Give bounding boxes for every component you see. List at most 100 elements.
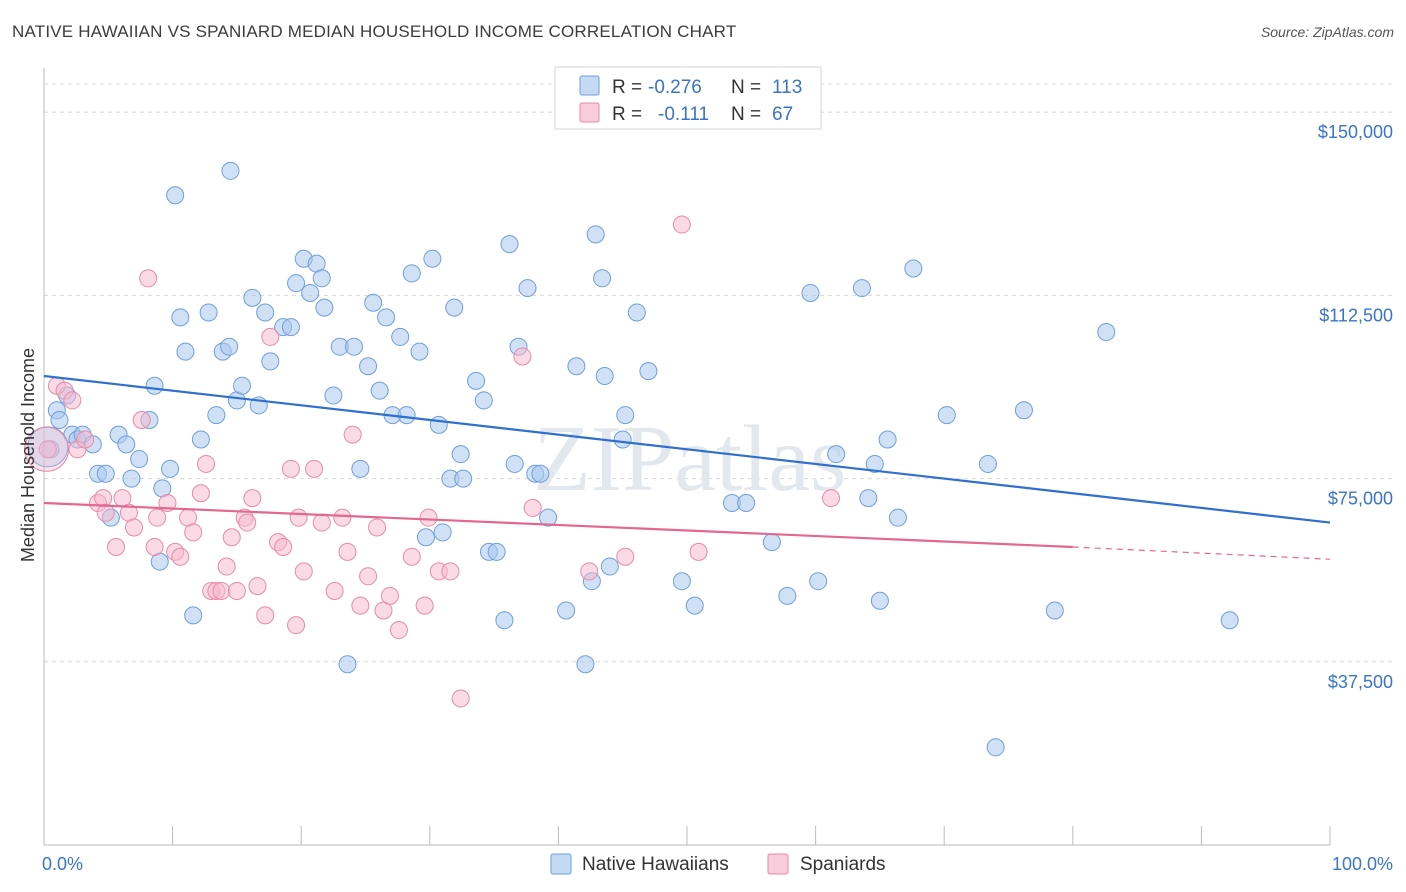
data-point-spaniard: [359, 567, 378, 586]
data-point-spaniard: [63, 391, 82, 410]
data-point-native-hawaiian: [500, 235, 519, 254]
legend-n-value-1: 113: [772, 77, 802, 98]
data-point-spaniard: [287, 616, 306, 635]
data-point-spaniard: [689, 542, 708, 561]
data-point-native-hawaiian: [287, 274, 306, 293]
data-point-native-hawaiian: [199, 303, 218, 322]
data-point-spaniard: [351, 596, 370, 615]
data-point-spaniard: [217, 557, 236, 576]
data-point-native-hawaiian: [261, 352, 280, 371]
data-point-spaniard: [333, 508, 352, 527]
data-point-spaniard: [38, 440, 57, 459]
data-point-native-hawaiian: [827, 445, 846, 464]
data-point-native-hawaiian: [467, 371, 486, 390]
data-point-spaniard: [148, 508, 167, 527]
data-point-native-hawaiian: [433, 523, 452, 542]
data-point-native-hawaiian: [1045, 601, 1064, 620]
data-point-native-hawaiian: [364, 293, 383, 312]
data-point-native-hawaiian: [474, 391, 493, 410]
trend-line-spaniards: [43, 501, 1073, 549]
data-point-spaniard: [132, 410, 151, 429]
data-point-spaniard: [822, 489, 841, 508]
gridlines: [44, 83, 1393, 663]
data-point-native-hawaiian: [370, 381, 389, 400]
bottom-legend-swatch-pink: [767, 853, 789, 875]
data-point-native-hawaiian: [616, 406, 635, 425]
trend-line-native-hawaiians: [43, 374, 1331, 524]
data-point-native-hawaiian: [207, 406, 226, 425]
data-point-native-hawaiian: [145, 376, 164, 395]
data-point-native-hawaiian: [301, 283, 320, 302]
y-tick-label: $37,500: [1328, 672, 1393, 692]
data-point-native-hawaiian: [221, 161, 240, 180]
data-point-native-hawaiian: [191, 430, 210, 449]
data-point-spaniard: [222, 528, 241, 547]
data-point-spaniard: [389, 621, 408, 640]
chart-title: NATIVE HAWAIIAN VS SPANIARD MEDIAN HOUSE…: [12, 22, 737, 41]
data-point-native-hawaiian: [737, 494, 756, 513]
watermark: ZIPatlas: [533, 407, 846, 511]
data-point-native-hawaiian: [324, 386, 343, 405]
data-point-native-hawaiian: [243, 288, 262, 307]
data-point-native-hawaiian: [233, 376, 252, 395]
bottom-legend-label-blue: Native Hawaiians: [582, 854, 729, 875]
data-point-spaniard: [289, 508, 308, 527]
data-point-spaniard: [281, 459, 300, 478]
data-point-native-hawaiian: [117, 435, 136, 454]
data-point-native-hawaiian: [978, 454, 997, 473]
data-point-spaniard: [523, 498, 542, 517]
data-point-spaniard: [248, 577, 267, 596]
data-point-native-hawaiian: [416, 528, 435, 547]
data-point-native-hawaiian: [685, 596, 704, 615]
legend-r-label-2: R =: [612, 104, 642, 125]
data-point-spaniard: [294, 562, 313, 581]
data-point-spaniard: [368, 518, 387, 537]
data-point-native-hawaiian: [557, 601, 576, 620]
data-point-native-hawaiian: [454, 469, 473, 488]
data-point-spaniard: [261, 327, 280, 346]
data-point-native-hawaiian: [487, 542, 506, 561]
y-tick-labels: $37,500 $75,000 $112,500 $150,000: [1318, 122, 1393, 692]
data-point-native-hawaiian: [613, 430, 632, 449]
data-point-native-hawaiian: [852, 279, 871, 298]
y-axis-label: Median Household Income: [18, 348, 38, 562]
data-point-native-hawaiian: [865, 454, 884, 473]
data-point-native-hawaiian: [593, 269, 612, 288]
legend-swatch-pink: [579, 102, 600, 123]
legend-r-label-1: R =: [612, 77, 642, 98]
data-point-native-hawaiian: [429, 415, 448, 434]
data-point-native-hawaiian: [576, 655, 595, 674]
data-point-spaniard: [24, 426, 70, 472]
y-tick-label: $75,000: [1328, 489, 1393, 509]
x-tick-label-max: 100.0%: [1332, 854, 1393, 874]
data-point-native-hawaiian: [495, 611, 514, 630]
data-point-native-hawaiian: [344, 337, 363, 356]
x-tick-label-min: 0.0%: [42, 854, 83, 874]
data-point-spaniard: [338, 542, 357, 561]
data-point-native-hawaiian: [859, 489, 878, 508]
data-point-native-hawaiian: [586, 225, 605, 244]
data-point-spaniard: [380, 586, 399, 605]
data-point-spaniard: [513, 347, 532, 366]
data-point-native-hawaiian: [778, 586, 797, 605]
data-point-native-hawaiian: [445, 298, 464, 317]
data-point-spaniard: [197, 454, 216, 473]
data-point-spaniard: [441, 562, 460, 581]
data-point-native-hawaiian: [937, 406, 956, 425]
data-point-native-hawaiian: [281, 318, 300, 337]
source-label: Source: ZipAtlas.com: [1260, 24, 1394, 40]
bottom-legend-swatch-blue: [550, 853, 572, 875]
data-point-spaniard: [238, 513, 257, 532]
data-point-native-hawaiian: [171, 308, 190, 327]
data-point-native-hawaiian: [96, 464, 115, 483]
data-point-native-hawaiian: [166, 186, 185, 205]
data-point-native-hawaiian: [878, 430, 897, 449]
data-point-native-hawaiian: [904, 259, 923, 278]
data-point-native-hawaiian: [505, 454, 524, 473]
data-point-native-hawaiian: [397, 406, 416, 425]
data-point-spaniard: [256, 606, 275, 625]
data-point-native-hawaiian: [1097, 323, 1116, 342]
data-point-native-hawaiian: [256, 303, 275, 322]
data-point-native-hawaiian: [423, 249, 442, 268]
